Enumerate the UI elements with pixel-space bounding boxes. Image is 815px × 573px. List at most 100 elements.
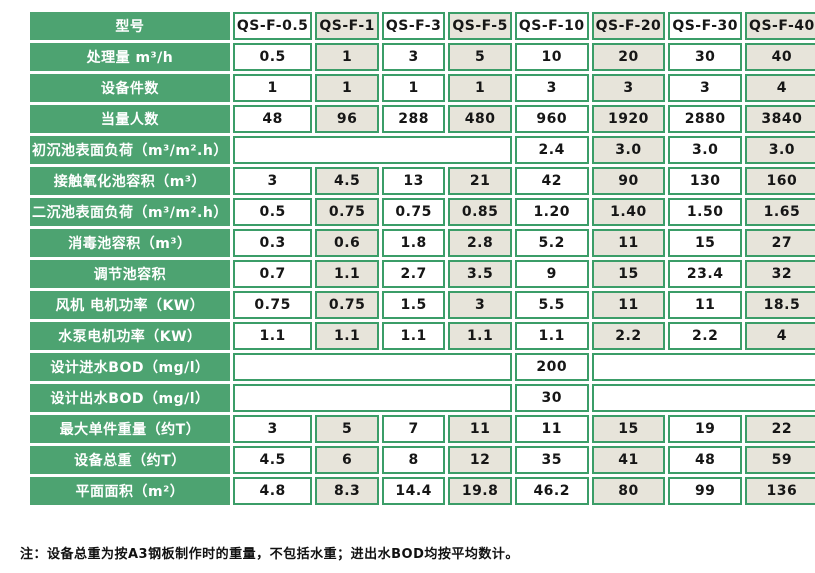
row-label-cell: 风机 电机功率（KW） bbox=[30, 291, 230, 319]
value-cell: 30 bbox=[514, 384, 589, 412]
value-cell: 0.75 bbox=[232, 291, 313, 319]
value-cell: 1.1 bbox=[381, 322, 446, 350]
row-label-cell: 设计进水BOD（mg/l） bbox=[30, 353, 230, 381]
value-cell: 160 bbox=[745, 167, 815, 195]
value-cell: 1.20 bbox=[514, 198, 589, 226]
value-cell: 0.7 bbox=[232, 260, 313, 288]
table-row: 调节池容积 0.7 1.1 2.7 3.5 9 15 23.4 32 bbox=[30, 260, 815, 288]
value-cell: 2.8 bbox=[448, 229, 512, 257]
row-label-cell: 设计出水BOD（mg/l） bbox=[30, 384, 230, 412]
table-row: 设计进水BOD（mg/l） 200 bbox=[30, 353, 815, 381]
value-cell: 1.65 bbox=[745, 198, 815, 226]
table-row: 当量人数 48 96 288 480 960 1920 2880 3840 bbox=[30, 105, 815, 133]
table-row: 二沉池表面负荷（m³/m².h） 0.5 0.75 0.75 0.85 1.20 1.40 1… bbox=[30, 198, 815, 226]
value-cell: 3 bbox=[591, 74, 666, 102]
row-label-cell: 平面面积（m²） bbox=[30, 477, 230, 505]
value-cell: 15 bbox=[591, 415, 666, 443]
merged-empty-cell bbox=[591, 384, 815, 412]
value-cell: 7 bbox=[381, 415, 446, 443]
footnote: 注：设备总重为按A3钢板制作时的重量，不包括水重；进出水BOD均按平均数计。 bbox=[20, 547, 519, 562]
value-cell: 3 bbox=[381, 43, 446, 71]
value-cell: 0.75 bbox=[381, 198, 446, 226]
value-cell: 480 bbox=[448, 105, 512, 133]
value-cell: 130 bbox=[668, 167, 743, 195]
value-cell: 3 bbox=[448, 291, 512, 319]
value-cell: 8.3 bbox=[315, 477, 379, 505]
merged-empty-cell bbox=[232, 136, 512, 164]
value-cell: 1.1 bbox=[315, 260, 379, 288]
merged-empty-cell bbox=[591, 353, 815, 381]
value-cell: 1.8 bbox=[381, 229, 446, 257]
value-cell: 30 bbox=[668, 43, 743, 71]
value-cell: 1 bbox=[448, 74, 512, 102]
value-cell: 19 bbox=[668, 415, 743, 443]
value-cell: 15 bbox=[591, 260, 666, 288]
model-header-cell: QS-F-3 bbox=[381, 12, 446, 40]
value-cell: 19.8 bbox=[448, 477, 512, 505]
table-row: 平面面积（m²） 4.8 8.3 14.4 19.8 46.2 80 99 136 bbox=[30, 477, 815, 505]
value-cell: 12 bbox=[448, 446, 512, 474]
value-cell: 4.5 bbox=[315, 167, 379, 195]
value-cell: 3.5 bbox=[448, 260, 512, 288]
model-header-cell: QS-F-40 bbox=[745, 12, 815, 40]
table-row: 初沉池表面负荷（m³/m².h） 2.4 3.0 3.0 3.0 bbox=[30, 136, 815, 164]
value-cell: 11 bbox=[668, 291, 743, 319]
value-cell: 11 bbox=[591, 291, 666, 319]
value-cell: 1 bbox=[315, 74, 379, 102]
value-cell: 4 bbox=[745, 322, 815, 350]
value-cell: 6 bbox=[315, 446, 379, 474]
merged-empty-cell bbox=[232, 353, 512, 381]
value-cell: 0.3 bbox=[232, 229, 313, 257]
value-cell: 1.5 bbox=[381, 291, 446, 319]
value-cell: 11 bbox=[514, 415, 589, 443]
table-row: 最大单件重量（约T） 3 5 7 11 11 15 19 22 bbox=[30, 415, 815, 443]
value-cell: 5 bbox=[315, 415, 379, 443]
value-cell: 4 bbox=[745, 74, 815, 102]
model-header-cell: QS-F-5 bbox=[448, 12, 512, 40]
value-cell: 42 bbox=[514, 167, 589, 195]
row-label-cell: 设备总重（约T） bbox=[30, 446, 230, 474]
value-cell: 99 bbox=[668, 477, 743, 505]
value-cell: 4.8 bbox=[232, 477, 313, 505]
model-header-cell: QS-F-0.5 bbox=[232, 12, 313, 40]
header-model-label: 型号 bbox=[30, 12, 230, 40]
value-cell: 136 bbox=[745, 477, 815, 505]
merged-empty-cell bbox=[232, 384, 512, 412]
table-row: 设备总重（约T） 4.5 6 8 12 35 41 48 59 bbox=[30, 446, 815, 474]
value-cell: 48 bbox=[668, 446, 743, 474]
row-label-cell: 设备件数 bbox=[30, 74, 230, 102]
value-cell: 200 bbox=[514, 353, 589, 381]
value-cell: 35 bbox=[514, 446, 589, 474]
spec-table: 型号 QS-F-0.5 QS-F-1 QS-F-3 QS-F-5 QS-F-10 QS-F… bbox=[27, 9, 815, 508]
value-cell: 13 bbox=[381, 167, 446, 195]
value-cell: 2.7 bbox=[381, 260, 446, 288]
table-row: 水泵电机功率（KW） 1.1 1.1 1.1 1.1 1.1 2.2 2.2 4 bbox=[30, 322, 815, 350]
row-label-cell: 调节池容积 bbox=[30, 260, 230, 288]
value-cell: 9 bbox=[514, 260, 589, 288]
value-cell: 0.6 bbox=[315, 229, 379, 257]
value-cell: 1 bbox=[315, 43, 379, 71]
value-cell: 5 bbox=[448, 43, 512, 71]
value-cell: 1.1 bbox=[448, 322, 512, 350]
row-label-cell: 初沉池表面负荷（m³/m².h） bbox=[30, 136, 230, 164]
row-label-cell: 接触氧化池容积（m³） bbox=[30, 167, 230, 195]
value-cell: 46.2 bbox=[514, 477, 589, 505]
table-row: 设计出水BOD（mg/l） 30 bbox=[30, 384, 815, 412]
value-cell: 0.75 bbox=[315, 198, 379, 226]
row-label-cell: 水泵电机功率（KW） bbox=[30, 322, 230, 350]
spec-table-container: 型号 QS-F-0.5 QS-F-1 QS-F-3 QS-F-5 QS-F-10 QS-F… bbox=[27, 9, 815, 508]
row-label-cell: 处理量 m³/h bbox=[30, 43, 230, 71]
value-cell: 27 bbox=[745, 229, 815, 257]
value-cell: 288 bbox=[381, 105, 446, 133]
value-cell: 2.2 bbox=[668, 322, 743, 350]
table-row: 风机 电机功率（KW） 0.75 0.75 1.5 3 5.5 11 11 18.5 bbox=[30, 291, 815, 319]
value-cell: 1.1 bbox=[514, 322, 589, 350]
value-cell: 90 bbox=[591, 167, 666, 195]
value-cell: 0.85 bbox=[448, 198, 512, 226]
value-cell: 22 bbox=[745, 415, 815, 443]
value-cell: 23.4 bbox=[668, 260, 743, 288]
value-cell: 10 bbox=[514, 43, 589, 71]
value-cell: 3 bbox=[668, 74, 743, 102]
value-cell: 3 bbox=[232, 415, 313, 443]
table-row: 接触氧化池容积（m³） 3 4.5 13 21 42 90 130 160 bbox=[30, 167, 815, 195]
